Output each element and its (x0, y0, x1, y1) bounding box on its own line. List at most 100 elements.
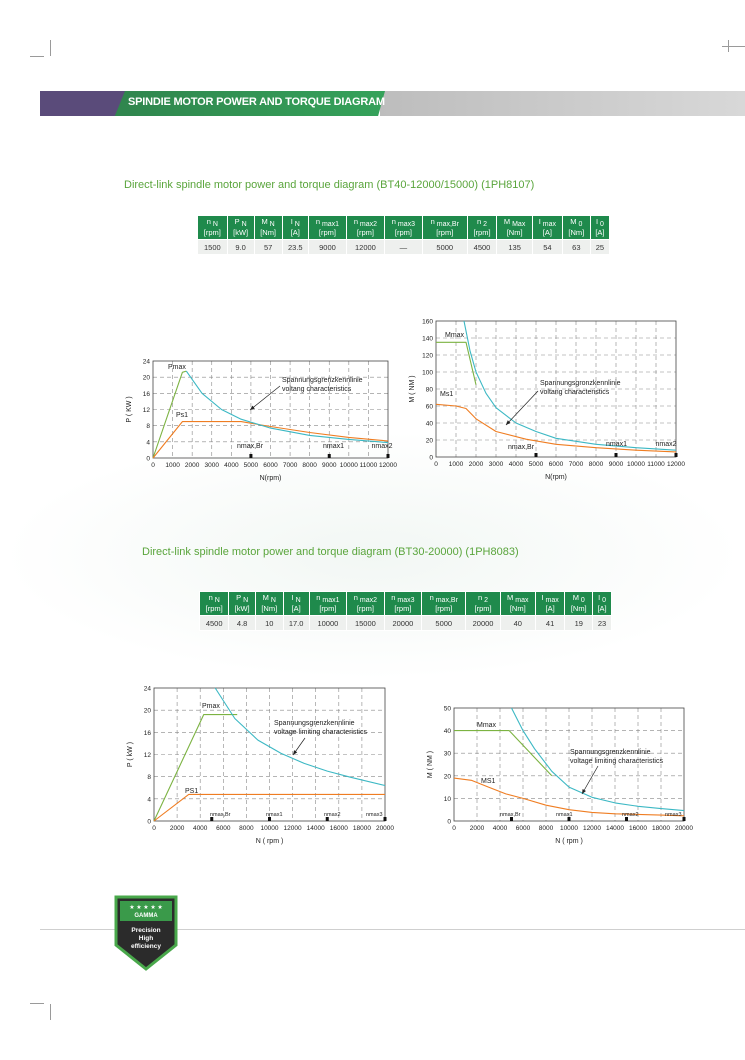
x-tick-label: 20000 (675, 825, 693, 832)
column-unit: [rpm] (473, 228, 491, 237)
arrow-head (293, 750, 298, 755)
column-unit: [A] (542, 228, 552, 237)
column-header: n max3 [rpm] (383, 591, 423, 616)
symbol-subscript: max,Br (434, 221, 459, 228)
annotation-label: Spannungsgronzkennlinie (540, 380, 621, 387)
series-line-voltage-limit (185, 370, 389, 444)
column-symbol: n max3 (387, 593, 420, 604)
y-tick-label: 0 (147, 819, 151, 826)
badge-line-3: efficiency (131, 943, 161, 950)
y-tick-label: 0 (447, 819, 451, 826)
column-unit: [rpm] (356, 228, 374, 237)
y-tick-label: 30 (444, 751, 452, 758)
series-line-ps1 (153, 793, 385, 822)
y-tick-label: 20 (144, 708, 152, 715)
symbol-letter: n (353, 593, 358, 602)
x-tick-label: 3000 (205, 462, 220, 469)
page-title: SPINDIE MOTOR POWER AND TORQUE DIAGRAM (128, 96, 385, 108)
section1-title: Direct-link spindle motor power and torq… (124, 179, 535, 191)
arrow-head (250, 405, 255, 410)
symbol-letter: n (430, 217, 435, 226)
plot-frame (435, 320, 677, 458)
column-unit: [rpm] (394, 604, 412, 613)
symbol-subscript: 0 (598, 221, 604, 228)
x-tick-label: 2000 (185, 462, 200, 469)
x-tick-label: 11000 (360, 462, 378, 469)
column-symbol: n max1 (311, 217, 344, 228)
spec-table-value-row: 4500 4.8 10 17.0 10000 15000 20000 5000 20000 40 4… (198, 615, 612, 631)
table-cell: 15000 (346, 615, 385, 631)
annotation-label: voltang characteristics (282, 386, 352, 393)
speed-marker (510, 817, 513, 821)
column-unit: [Nm] (568, 228, 585, 237)
table-cell: — (383, 239, 423, 255)
symbol-subscript: Max (510, 221, 526, 228)
annotation-label: Spannungsgrenzkennlinie (282, 377, 363, 384)
symbol-letter: n (478, 593, 483, 602)
column-symbol: I max (538, 593, 563, 604)
table-cell: 135 (496, 239, 533, 255)
symbol-letter: P (234, 217, 240, 226)
table-cell: 4500 (198, 615, 230, 631)
column-header: n max2 [rpm] (346, 591, 385, 616)
y-axis-label: M ( NM ) (409, 375, 416, 402)
power-chart-1ph8107: 0 1000 2000 3000 4000 5000 6000 7000 8000 9000 100… (126, 359, 397, 483)
column-unit: [rpm] (319, 604, 337, 613)
x-tick-label: 10000 (627, 461, 645, 468)
x-tick-label: 12000 (379, 462, 397, 469)
x-tick-label: 1000 (165, 462, 180, 469)
table-cell: 9.0 (226, 239, 255, 255)
column-symbol: P N (231, 593, 253, 604)
symbol-subscript: N (267, 221, 275, 228)
annotation-label: nmax1 (323, 443, 344, 450)
symbol-letter: n (315, 217, 321, 226)
y-tick-label: 8 (147, 774, 151, 781)
x-tick-label: 18000 (652, 825, 670, 832)
annotation-label: MS1 (481, 778, 496, 785)
table-cell: 1500 (197, 239, 228, 255)
column-symbol: I N (286, 593, 307, 604)
series-line-mmax (454, 730, 553, 777)
column-unit: [A] (595, 228, 605, 237)
annotation-label: nmax2 (324, 812, 341, 818)
table-cell: 12000 (345, 239, 385, 255)
footer-divider (40, 929, 745, 930)
spec-table-header-row: n N [rpm] P N [kW] M N [Nm] I N [A] n max1 [rpm] n… (198, 591, 612, 616)
table-cell: 23 (592, 615, 612, 631)
x-tick-label: 4000 (193, 825, 208, 832)
torque-chart-1ph8083: 0 2000 4000 6000 8000 10000 12000 14000 16000 180… (427, 706, 693, 846)
y-tick-label: 24 (143, 359, 151, 366)
x-tick-label: 2000 (470, 825, 485, 832)
header-bar-accent (40, 91, 125, 116)
symbol-letter: M (503, 217, 511, 226)
table-cell: 40 (499, 615, 536, 631)
column-symbol: P N (230, 217, 252, 228)
symbol-subscript: N (210, 221, 218, 228)
column-header: M 0 [Nm] (561, 215, 591, 240)
symbol-subscript: max (513, 597, 529, 604)
table-cell: 41 (534, 615, 566, 631)
symbol-subscript: 0 (576, 221, 583, 228)
symbol-subscript: max2 (357, 221, 378, 228)
symbol-letter: n (353, 217, 358, 226)
column-unit: [Nm] (570, 604, 587, 613)
symbol-letter: M (261, 217, 268, 226)
x-tick-label: 10000 (260, 825, 278, 832)
symbol-subscript: max3 (395, 221, 416, 228)
symbol-subscript: N (212, 597, 220, 604)
column-unit: [A] (291, 604, 301, 613)
y-tick-label: 16 (144, 730, 152, 737)
column-unit: [rpm] (435, 604, 453, 613)
series-line-voltage-limit (463, 320, 677, 451)
annotation-label: nmax2 (622, 812, 639, 818)
annotation-label: nmax,Br (508, 444, 535, 451)
y-tick-label: 12 (144, 752, 152, 759)
column-unit: [kW] (233, 228, 249, 237)
x-tick-label: 5000 (244, 462, 259, 469)
y-tick-label: 0 (429, 455, 433, 462)
annotation-label: nmax1 (606, 441, 627, 448)
column-unit: [rpm] (394, 228, 412, 237)
y-tick-label: 4 (146, 439, 150, 446)
column-unit: [kW] (234, 604, 250, 613)
column-symbol: M N (257, 217, 280, 228)
